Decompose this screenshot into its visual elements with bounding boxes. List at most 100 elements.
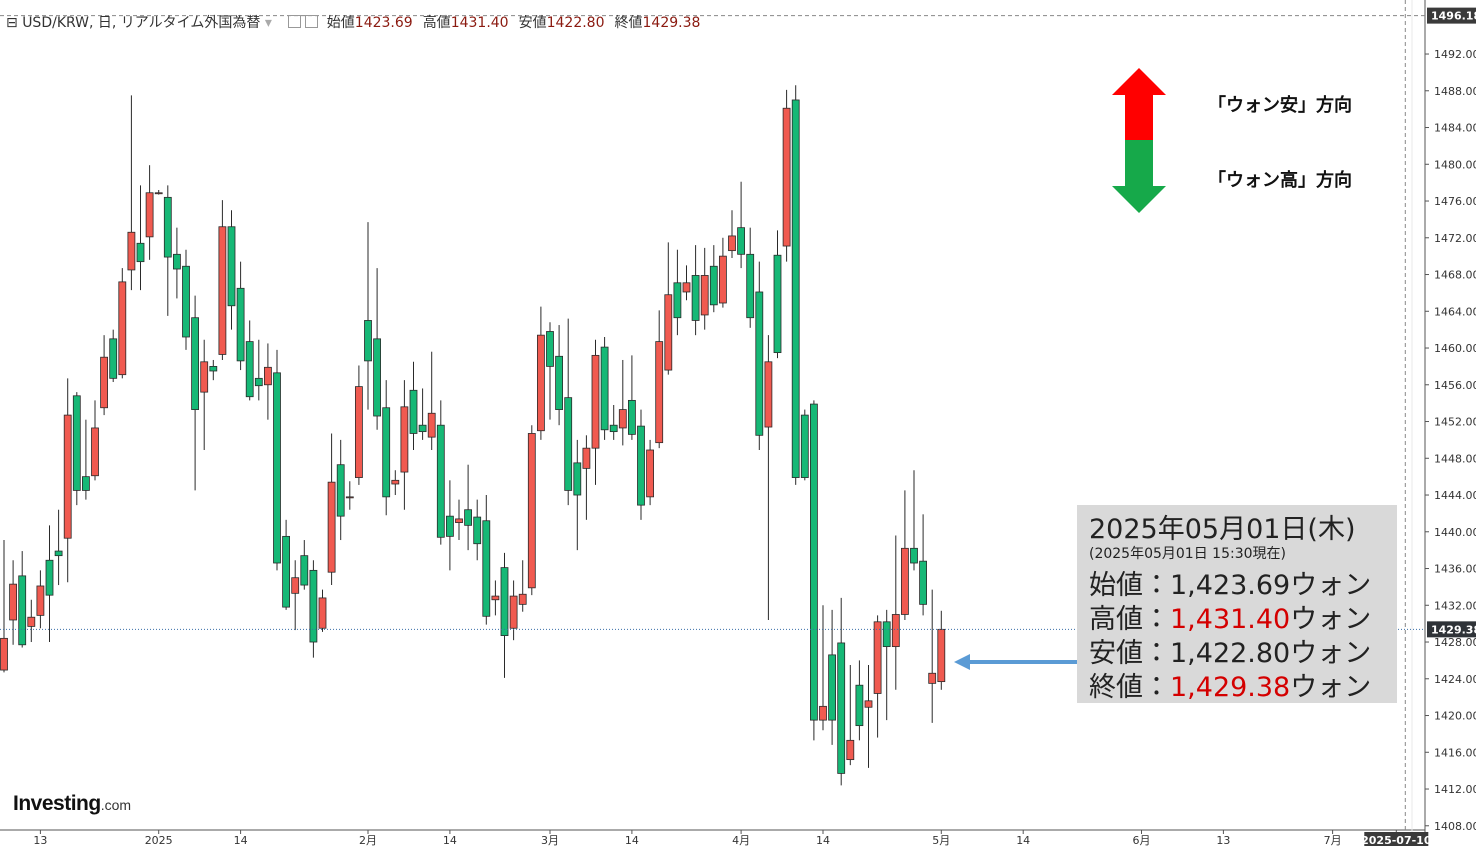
x-tick-label: 4月 xyxy=(732,834,750,846)
y-tick-label: 1488.00 xyxy=(1434,85,1476,98)
candle-body xyxy=(846,739,855,761)
candle-body xyxy=(655,341,664,444)
candle-body xyxy=(773,254,782,354)
candle-body xyxy=(218,226,227,355)
row-value: 1,423.69 xyxy=(1170,570,1291,601)
candle-body xyxy=(682,282,691,293)
candle-body xyxy=(9,583,18,621)
candle-body xyxy=(891,614,900,648)
row-label: 安値 xyxy=(1089,638,1143,669)
candle-body xyxy=(109,338,118,379)
candle-body xyxy=(509,595,518,629)
candle-body xyxy=(555,355,563,410)
candle-body xyxy=(63,414,72,539)
last-price-box xyxy=(1427,621,1476,638)
candle-body xyxy=(919,560,927,605)
y-tick-label: 1476.00 xyxy=(1434,195,1476,208)
y-tick-label: 1432.00 xyxy=(1434,599,1476,612)
candle-body xyxy=(518,593,527,605)
collapse-icon[interactable]: ⊟ xyxy=(6,15,18,31)
candle-body xyxy=(154,192,163,195)
row-value: 1,422.80 xyxy=(1170,638,1291,669)
candle-body xyxy=(728,235,736,252)
row-value: 1,431.40 xyxy=(1170,604,1291,635)
candle-body xyxy=(200,361,209,393)
x-tick-label: 2月 xyxy=(359,834,377,846)
annotation-row: 高値：1,431.40ウォン xyxy=(1089,597,1371,636)
y-tick-label: 1452.00 xyxy=(1434,416,1476,429)
y-tick-label: 1480.00 xyxy=(1434,158,1476,171)
candle-body xyxy=(464,509,473,526)
candle-body xyxy=(828,654,836,721)
candle-body xyxy=(300,555,309,586)
settings-icon[interactable] xyxy=(288,15,302,28)
candle-body xyxy=(309,569,318,643)
candle-body xyxy=(709,265,718,306)
candle-body xyxy=(245,341,254,398)
candle-body xyxy=(400,406,409,473)
dropdown[interactable]: ▾ xyxy=(264,15,272,31)
row-unit: ウォン xyxy=(1290,672,1372,703)
row-sep: ： xyxy=(1143,638,1170,669)
candle-body xyxy=(873,621,882,694)
row-sep: ： xyxy=(1143,570,1170,601)
y-tick-label: 1424.00 xyxy=(1434,673,1476,686)
candle-body xyxy=(336,464,345,517)
y-tick-label: 1428.00 xyxy=(1434,636,1476,649)
candle-body xyxy=(291,577,300,594)
candle-body xyxy=(791,99,800,478)
candle-body xyxy=(782,107,791,247)
last-price-label: 1429.38 xyxy=(1431,623,1476,636)
row-unit: ウォン xyxy=(1290,570,1372,601)
crosshair-price-label: 1496.18 xyxy=(1431,10,1476,23)
candle-body xyxy=(236,287,245,362)
candle-body xyxy=(127,231,136,271)
y-tick-label: 1412.00 xyxy=(1434,783,1476,796)
candle-body xyxy=(473,516,482,545)
candle-body xyxy=(564,397,573,491)
candle-body xyxy=(0,637,8,671)
candle-body xyxy=(282,535,291,608)
crosshair-time-box xyxy=(1364,832,1429,846)
visibility-icon[interactable] xyxy=(305,15,319,28)
candle-body xyxy=(263,366,272,386)
row-sep: ： xyxy=(1143,604,1170,635)
candle-body xyxy=(318,597,327,629)
row-label: 始値 xyxy=(1089,570,1143,601)
candle-body xyxy=(719,255,727,304)
candle-body xyxy=(182,265,190,338)
candle-body xyxy=(609,424,618,433)
candle-body xyxy=(527,433,536,589)
candle-body xyxy=(18,575,27,646)
candle-body xyxy=(227,226,236,307)
candle-body xyxy=(36,585,45,616)
y-tick-label: 1416.00 xyxy=(1434,746,1476,759)
ohlc-label: 高値 xyxy=(422,15,451,31)
candle-body xyxy=(482,520,491,617)
candle-body xyxy=(209,365,218,372)
row-label: 高値 xyxy=(1089,604,1143,635)
candle-body xyxy=(391,479,400,485)
candle-body xyxy=(327,481,336,573)
ohlc-value: 1423.69 xyxy=(354,15,413,31)
candle-body xyxy=(628,399,636,435)
crosshair-time-label: 2025-07-10 xyxy=(1361,834,1432,846)
annotation-date: 2025年05月01日(木) xyxy=(1089,514,1356,545)
ohlc-label: 安値 xyxy=(518,15,547,31)
candle-body xyxy=(582,447,591,469)
y-tick-label: 1468.00 xyxy=(1434,269,1476,282)
y-tick-label: 1436.00 xyxy=(1434,563,1476,576)
direction-arrows xyxy=(1112,68,1166,213)
candle-body xyxy=(928,672,937,684)
candle-body xyxy=(855,684,864,727)
candle-body xyxy=(491,595,500,601)
annotation-row: 始値：1,423.69ウォン xyxy=(1089,563,1371,602)
candle-body xyxy=(664,294,673,371)
candle-body xyxy=(364,320,372,362)
annotation-note: (2025年05月01日 15:30現在) xyxy=(1089,546,1286,562)
candle-body xyxy=(45,559,54,596)
candle-body xyxy=(82,476,90,491)
candle-body xyxy=(837,642,846,774)
